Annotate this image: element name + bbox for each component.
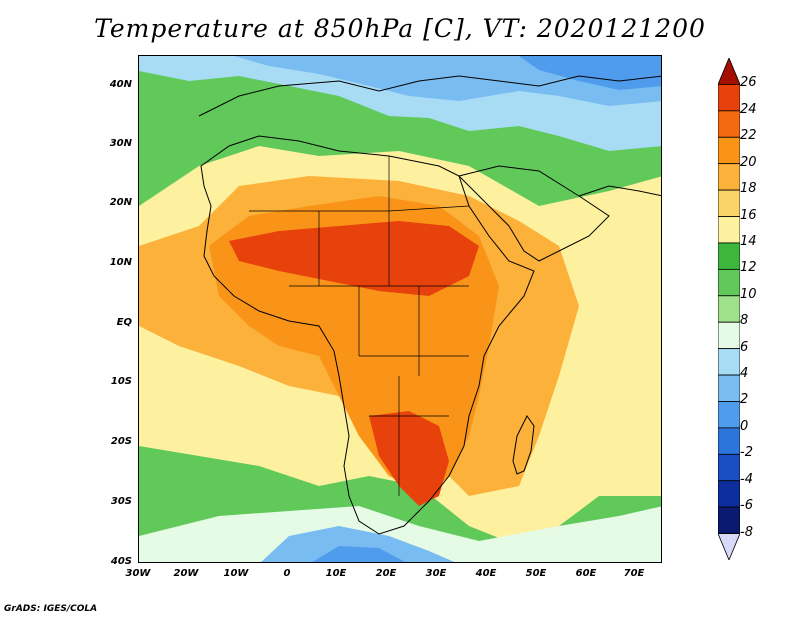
colorbar-label: 14 [740, 233, 757, 249]
lon-label: 10W [223, 568, 249, 579]
lat-label: 30N [109, 138, 132, 149]
country-borders [249, 156, 470, 496]
madagascar-outline [512, 415, 535, 475]
africa-coastline [200, 135, 535, 535]
colorbar-label: -8 [740, 524, 753, 540]
colorbar-label: 18 [740, 181, 757, 197]
map-title: Temperature at 850hPa [C], VT: 202012120… [94, 14, 706, 43]
lat-label: 40N [109, 79, 132, 90]
south-cold-band [261, 526, 455, 562]
colorbar-segment [718, 163, 740, 191]
colorbar-segment [718, 268, 740, 297]
colorbar-label: 10 [740, 286, 757, 302]
colorbar-segment [718, 374, 740, 402]
temperature-map [139, 56, 661, 562]
lon-label: 50E [525, 568, 547, 579]
lat-label: 10S [110, 376, 132, 387]
lon-label: 0 [283, 568, 291, 579]
colorbar-label: 24 [740, 101, 757, 117]
colorbar-segment [718, 453, 740, 482]
colorbar-segment [718, 427, 740, 455]
colorbar-label: 4 [740, 366, 749, 382]
colorbar-label: 8 [740, 313, 749, 329]
colorbar-segment [718, 110, 740, 138]
colorbar-segment [718, 480, 740, 508]
colorbar-label: 0 [740, 418, 749, 434]
lat-label: 20S [110, 436, 132, 447]
persian-gulf-coast [578, 185, 661, 197]
colorbar-label: 16 [740, 207, 757, 223]
colorbar-segment [718, 401, 740, 429]
colorbar-segment [718, 242, 740, 270]
colorbar-segment [718, 216, 740, 244]
colorbar-segment [718, 295, 740, 323]
map-panel [138, 55, 662, 563]
southern-africa-hot-zone [369, 411, 449, 506]
lon-label: 70E [623, 568, 645, 579]
colorbar [718, 58, 740, 560]
colorbar-label: 26 [740, 75, 757, 91]
colorbar-label: -4 [740, 471, 753, 487]
lon-label: 20E [375, 568, 397, 579]
lat-label: 40S [110, 556, 132, 567]
lon-label: 10E [325, 568, 347, 579]
lat-label: 10N [109, 257, 132, 268]
lat-label: EQ [116, 317, 132, 328]
lat-label: 30S [110, 496, 132, 507]
lon-label: 60E [575, 568, 597, 579]
arabian-peninsula-outline [458, 165, 610, 262]
colorbar-label: 6 [740, 339, 749, 355]
colorbar-segment [718, 84, 740, 112]
colorbar-segment [718, 136, 740, 165]
north-coldest-band [519, 56, 661, 90]
colorbar-segment [718, 533, 740, 560]
credit-text: GrADS: IGES/COLA [4, 604, 98, 614]
colorbar-label: 22 [740, 128, 757, 144]
south-coldest-band [312, 546, 406, 562]
colorbar-segment [718, 58, 740, 85]
colorbar-segment [718, 189, 740, 217]
south-cool-band [139, 506, 661, 562]
colorbar-label: 2 [740, 392, 749, 408]
lon-label: 20W [173, 568, 199, 579]
colorbar-label: 12 [740, 260, 757, 276]
lon-label: 40E [475, 568, 497, 579]
colorbar-label: -6 [740, 498, 753, 514]
europe-coastline [198, 75, 661, 117]
colorbar-label: -2 [740, 445, 753, 461]
lon-label: 30E [425, 568, 447, 579]
colorbar-segment [718, 506, 740, 534]
lat-label: 20N [109, 197, 132, 208]
colorbar-label: 20 [740, 154, 757, 170]
colorbar-segment [718, 348, 740, 376]
colorbar-segment [718, 321, 740, 350]
sahel-hot-zone [229, 221, 479, 296]
lon-label: 30W [125, 568, 151, 579]
